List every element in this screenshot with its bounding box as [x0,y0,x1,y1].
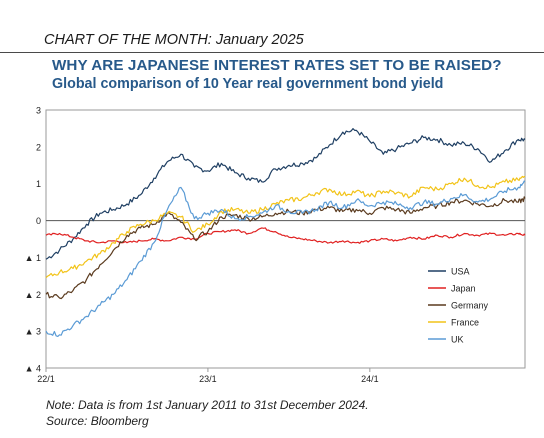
series-line-france [45,175,526,279]
series-line-uk [45,180,526,337]
header-rule [0,52,544,53]
legend-box [420,260,522,352]
y-tick-label: 3 [36,106,41,116]
x-tick-label: 24/1 [361,374,379,384]
y-tick-label: 2 [36,142,41,152]
legend-label: Japan [451,284,476,294]
series-line-usa [45,128,526,260]
y-tick-label: 1 [36,179,41,189]
chart-title: WHY ARE JAPANESE INTEREST RATES SET TO B… [52,57,502,74]
series-line-japan [45,227,526,244]
chart-footer: Note: Data is from 1st January 2011 to 3… [46,397,369,429]
y-tick-label: 0 [36,216,41,226]
y-tick-label: ▲ 1 [25,253,41,263]
x-tick-label: 23/1 [199,374,217,384]
legend-label: UK [451,335,464,345]
y-tick-label: ▲ 4 [25,364,41,374]
data-range-note: Note: Data is from 1st January 2011 to 3… [46,398,369,412]
chart-subtitle: Global comparison of 10 Year real govern… [52,76,444,92]
chart-kicker: CHART OF THE MONTH: January 2025 [44,32,304,48]
legend-label: USA [451,267,470,277]
legend-label: Germany [451,301,489,311]
legend-label: France [451,318,479,328]
y-tick-label: ▲ 3 [25,327,41,337]
x-tick-label: 22/1 [37,374,55,384]
plot-frame [45,109,526,369]
chart-svg: 3 2 1 0 ▲ 1 ▲ 2 ▲ 3 ▲ 4 22/1 23/1 24/1 USA Japan Ge… [25,106,526,384]
y-tick-label: ▲ 2 [25,290,41,300]
source-note: Source: Bloomberg [46,414,149,428]
